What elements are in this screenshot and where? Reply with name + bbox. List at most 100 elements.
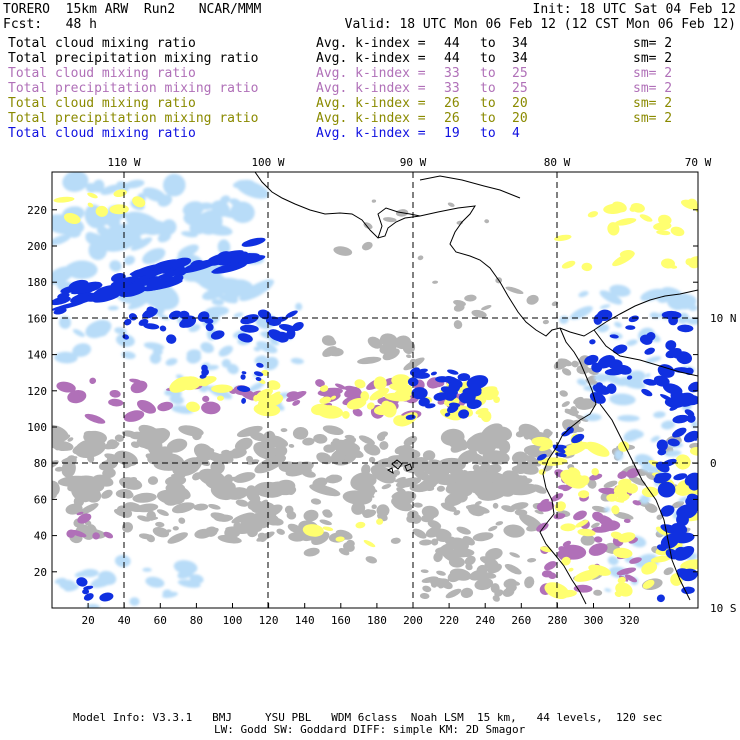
gray-patch: [322, 425, 344, 436]
forecast-value: 48 h: [65, 17, 97, 32]
light-blue-patch: [72, 329, 85, 337]
yellow-patch: [63, 213, 81, 224]
blue-patch: [589, 339, 596, 345]
x-tick-label: 220: [439, 614, 459, 627]
gray-patch: [193, 443, 214, 461]
blue-patch: [595, 382, 604, 390]
legend-index-label: Avg. k-index =: [316, 96, 426, 111]
light-blue-patch: [73, 265, 84, 275]
gray-patch: [570, 406, 578, 415]
light-blue-patch: [604, 588, 612, 592]
gray-patch: [219, 455, 228, 462]
purple-patch: [629, 557, 642, 564]
light-blue-patch: [295, 302, 303, 311]
gray-patch: [585, 378, 599, 386]
blue-patch: [644, 347, 655, 355]
gray-patch: [436, 485, 445, 492]
yellow-patch: [267, 380, 281, 390]
gray-patch: [222, 450, 235, 458]
run-name: Run2: [143, 2, 176, 17]
yellow-patch: [335, 536, 345, 542]
gray-patch: [542, 319, 549, 325]
gray-patch: [103, 441, 120, 450]
gray-patch: [559, 390, 568, 397]
gray-patch: [422, 450, 436, 461]
purple-patch: [292, 399, 301, 406]
light-blue-patch: [649, 312, 661, 319]
light-blue-patch: [176, 392, 183, 397]
light-blue-patch: [569, 306, 593, 320]
blue-patch: [430, 371, 437, 376]
blue-patch: [210, 330, 225, 340]
yellow-patch: [680, 199, 698, 210]
gray-patch: [165, 529, 172, 533]
light-blue-patch: [186, 349, 201, 359]
legend-from-value: 19: [444, 126, 460, 141]
yellow-patch: [179, 376, 201, 391]
gray-patch: [448, 556, 465, 568]
blue-patch: [688, 381, 698, 393]
gray-patch: [333, 246, 353, 256]
latitude-labels: 10 N 0 10 S: [710, 312, 737, 615]
blue-patch: [241, 397, 247, 404]
gray-patch: [250, 506, 260, 514]
blue-patch: [660, 505, 675, 517]
gray-patch: [395, 477, 422, 488]
gray-patch: [449, 458, 460, 463]
light-blue-patch: [650, 435, 660, 443]
light-blue-patch: [603, 374, 627, 386]
gray-patch: [460, 487, 473, 497]
legend-index-label: Avg. k-index =: [316, 51, 426, 66]
light-blue-patch: [142, 187, 167, 202]
light-blue-patch: [269, 339, 280, 346]
y-tick-label: 20: [34, 566, 47, 579]
yellow-patch: [95, 205, 108, 217]
gray-patch: [171, 473, 178, 478]
gray-patch: [119, 477, 143, 490]
blue-patch: [616, 364, 632, 375]
light-blue-patch: [211, 299, 224, 306]
legend-to-word: to: [480, 66, 496, 81]
gray-patch: [467, 451, 475, 458]
gray-patch: [322, 346, 338, 358]
purple-patch: [77, 513, 92, 524]
gray-patch: [464, 555, 476, 566]
gray-patch: [394, 476, 406, 483]
blue-patch: [609, 334, 619, 339]
blue-patch: [656, 439, 668, 451]
gray-patch: [490, 583, 500, 594]
light-blue-patch: [129, 597, 140, 606]
blue-patch: [457, 373, 471, 382]
blue-patch: [626, 375, 633, 380]
blue-patch: [238, 255, 266, 265]
yellow-patch: [373, 405, 393, 416]
gray-patch: [155, 521, 165, 528]
gray-patch: [481, 423, 503, 441]
gray-patch: [72, 447, 84, 453]
light-blue-patch: [217, 239, 231, 255]
yellow-patch: [585, 441, 610, 457]
y-axis-labels: 220 200 180 160 140 120 100 80 60 40 20: [27, 204, 47, 579]
y-tick-label: 200: [27, 240, 47, 253]
gray-patch: [561, 368, 572, 376]
gray-patch: [287, 463, 312, 473]
gray-patch: [420, 569, 429, 574]
light-blue-patch: [262, 356, 279, 371]
gray-patch: [444, 500, 454, 507]
light-blue-patch: [97, 225, 109, 236]
gray-patch: [496, 477, 510, 488]
gray-patch: [447, 571, 462, 583]
blue-patch: [118, 285, 147, 298]
blue-patch: [418, 397, 430, 407]
legend-to-word: to: [480, 111, 496, 126]
yellow-patch: [253, 402, 281, 417]
gray-patch: [485, 548, 503, 561]
blue-patch: [128, 277, 161, 287]
light-blue-patch: [149, 352, 162, 364]
yellow-patch: [217, 395, 224, 401]
blue-patch: [143, 323, 160, 330]
gray-patch: [79, 503, 99, 515]
gray-patch: [332, 443, 364, 458]
yellow-patch: [384, 392, 411, 402]
gray-patch: [593, 589, 603, 596]
